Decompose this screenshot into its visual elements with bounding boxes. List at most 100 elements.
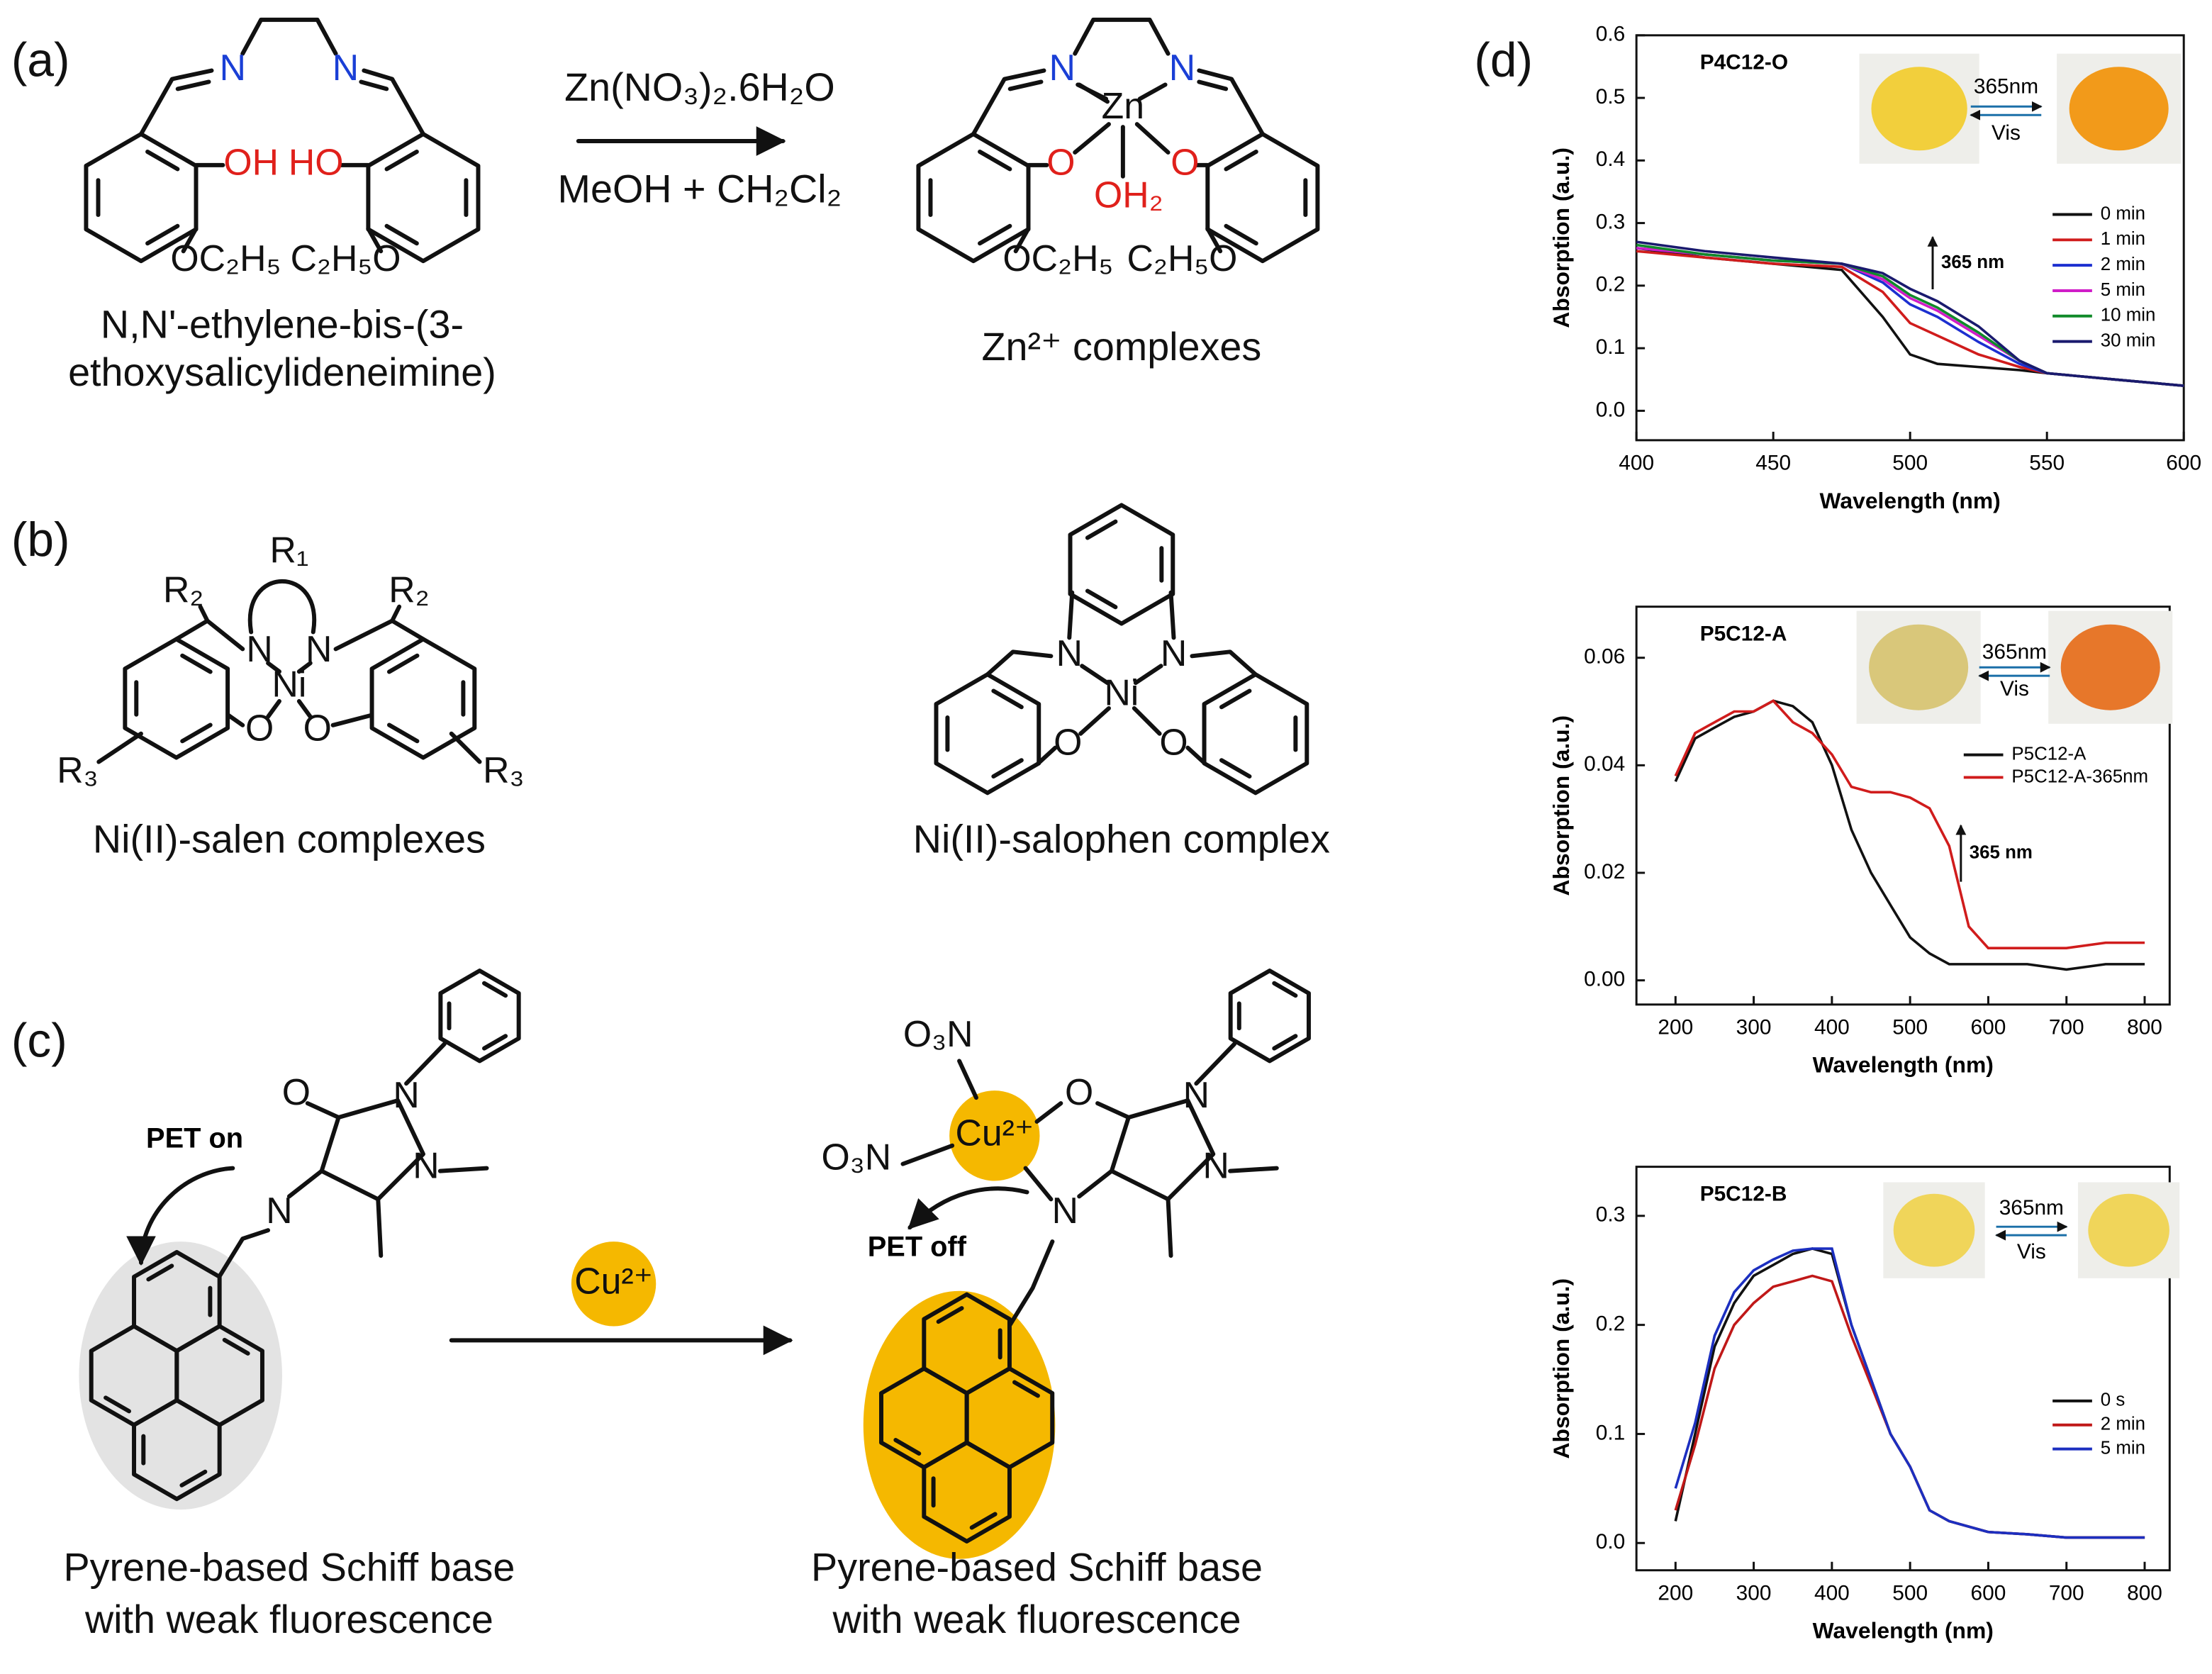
bond — [1095, 1101, 1131, 1120]
compound-name: Pyrene-based Schiff base — [63, 1545, 515, 1589]
bond — [1133, 664, 1163, 686]
cu-ion — [571, 1241, 657, 1327]
atom: N — [1183, 1074, 1210, 1115]
atom: Zn — [1102, 85, 1144, 126]
ring-bond — [180, 653, 213, 674]
atom: N — [413, 1144, 439, 1185]
bond — [286, 1168, 324, 1199]
atom: N — [306, 628, 332, 669]
atom: Ni — [1104, 672, 1139, 713]
ring-bond — [1219, 688, 1252, 710]
atom: O — [282, 1071, 311, 1112]
bond — [1132, 705, 1162, 736]
atom: N — [333, 47, 359, 88]
x-tick-label: 400 — [1814, 1015, 1850, 1039]
ring-bond — [146, 1263, 174, 1282]
atom: N — [266, 1190, 292, 1231]
x-axis-label: Wavelength (nm) — [1813, 1052, 1994, 1078]
ring — [1205, 132, 1320, 264]
atom: O — [1171, 142, 1199, 183]
salen: R₁ R₂ R₂ N N Ni O O R₃ R₃ Ni(II)-salen c… — [57, 530, 524, 861]
bond — [1168, 590, 1176, 640]
atom: N — [220, 47, 246, 88]
atom: O — [1065, 1071, 1093, 1112]
ring-bond — [1219, 758, 1252, 779]
atom: OH — [223, 142, 279, 183]
chart: 0.00 0.02 0.04 0.06 200 300 400 500 600 700 800 Wav… — [1548, 606, 2173, 1078]
atom: R₁ — [270, 530, 309, 571]
x-tick-label: 700 — [2049, 1581, 2084, 1605]
highlight — [79, 1241, 282, 1510]
chart-title: P5C12-A — [1700, 622, 1787, 645]
atom: O — [1046, 142, 1075, 183]
highlight — [863, 1290, 1056, 1559]
atom: N — [1056, 632, 1083, 674]
reagent: Zn(NO₃)₂.6H₂O — [564, 65, 835, 109]
inset-label: Vis — [2017, 1240, 2046, 1263]
series-line — [1674, 1274, 2145, 1539]
ring-bond — [179, 1469, 208, 1488]
x-tick-label: 700 — [2049, 1015, 2084, 1039]
series-line — [1674, 1247, 2145, 1539]
pet-label: PET off — [868, 1232, 967, 1263]
y-tick-label: 0.0 — [1596, 1530, 1625, 1553]
ring-bond — [222, 1337, 250, 1356]
bond — [198, 604, 210, 623]
inset-sample — [1869, 624, 1969, 710]
ring — [934, 672, 1041, 796]
bond — [240, 17, 338, 56]
ring-bond — [991, 758, 1024, 779]
bond — [1077, 1168, 1114, 1199]
bond — [226, 713, 245, 727]
ring — [1202, 672, 1309, 796]
panel-label: (c) — [11, 1014, 67, 1067]
atom: Cu²⁺ — [955, 1112, 1034, 1154]
series-line — [1636, 240, 2184, 387]
compound-name: Ni(II)-salophen complex — [913, 818, 1330, 861]
atom: O — [1054, 721, 1082, 762]
legend-label: 2 min — [2101, 255, 2145, 274]
bond — [1023, 1166, 1054, 1202]
y-tick-label: 0.3 — [1596, 210, 1625, 233]
atom: OH₂ — [1094, 174, 1163, 215]
ring-bond — [893, 1438, 922, 1456]
x-tick-label: 400 — [1814, 1581, 1850, 1605]
bond — [900, 1143, 955, 1166]
ring-bond — [1272, 981, 1298, 998]
annotation: 365 nm — [1970, 843, 2033, 863]
annotation: 365 nm — [1941, 252, 2004, 272]
bond — [1197, 79, 1229, 91]
legend-label: 10 min — [2101, 306, 2156, 325]
x-tick-label: 800 — [2127, 1015, 2162, 1039]
ring-bond — [1224, 223, 1258, 246]
ring — [922, 1440, 1012, 1544]
plot-frame — [1635, 1166, 2171, 1572]
series-line — [1674, 1247, 2145, 1539]
bond — [247, 579, 317, 635]
bond — [1036, 745, 1058, 766]
bond — [319, 1098, 425, 1202]
x-tick-label: 200 — [1658, 1581, 1693, 1605]
x-tick-label: 550 — [2029, 452, 2065, 475]
ring — [132, 1397, 222, 1502]
x-tick-label: 500 — [1892, 1015, 1928, 1039]
ring-bond — [936, 1306, 964, 1324]
bond — [1134, 122, 1171, 155]
compound-name: Zn²⁺ complexes — [982, 325, 1262, 369]
ring-bond — [1224, 150, 1258, 172]
inset-label: 365nm — [1999, 1196, 2064, 1220]
bond — [362, 68, 425, 137]
ring-bond — [1012, 1380, 1040, 1398]
ring — [369, 637, 477, 760]
bond — [1109, 1098, 1216, 1202]
bond — [266, 661, 281, 674]
ring — [438, 969, 521, 1064]
ring-bond — [180, 722, 213, 744]
bond — [1166, 1197, 1173, 1258]
chart: 0.0 0.1 0.2 0.3 0.4 0.5 0.6 400 450 500 550 600 Wave… — [1548, 23, 2201, 513]
bond — [296, 698, 313, 719]
solvent: MeOH + CH₂Cl₂ — [558, 167, 842, 211]
x-axis-label: Wavelength (nm) — [1813, 1618, 1994, 1644]
atom: O — [1159, 721, 1188, 762]
bond — [971, 68, 1046, 137]
